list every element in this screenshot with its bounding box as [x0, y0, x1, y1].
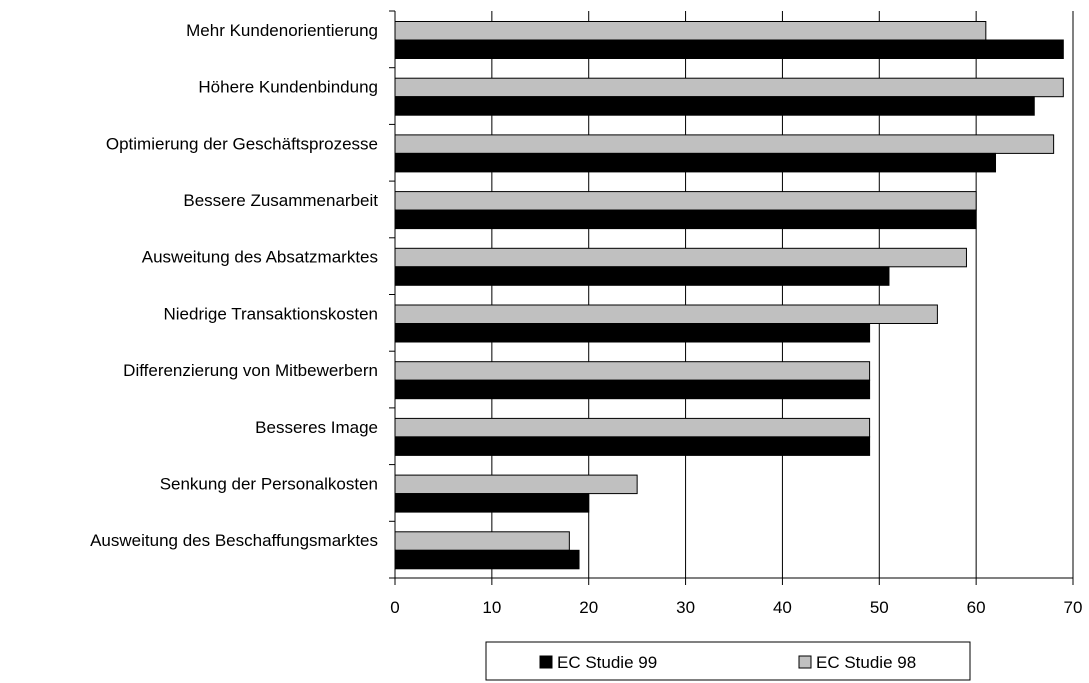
bar-ec-studie-98-optimierung-der-geschaftsprozesse — [394, 134, 1055, 154]
x-tick-labels: 0 10 20 30 40 50 60 70 — [390, 598, 1082, 617]
bar-ec-studie-98-ausweitung-des-absatzmarktes — [394, 247, 967, 268]
x-tick-label-40: 40 — [773, 598, 792, 617]
category-label-optimierung-der-geschaftsprozesse: Optimierung der Geschäftsprozesse — [106, 134, 378, 153]
legend-label-ec-studie-98: EC Studie 98 — [816, 653, 916, 672]
bar-ec-studie-99-mehr-kundenorientierung — [394, 39, 1064, 59]
legend: EC Studie 99 EC Studie 98 — [485, 641, 971, 681]
bar-ec-studie-99-ausweitung-des-absatzmarktes — [394, 266, 890, 286]
legend-swatch-ec-studie-99 — [539, 655, 553, 669]
bar-ec-studie-99-bessere-zusammenarbeit — [394, 209, 977, 230]
category-label-besseres-image: Besseres Image — [255, 418, 378, 437]
category-label-niedrige-transaktionskosten: Niedrige Transaktionskosten — [163, 304, 378, 323]
legend-label-ec-studie-99: EC Studie 99 — [557, 653, 657, 672]
legend-box — [485, 641, 971, 681]
x-tick-label-20: 20 — [579, 598, 598, 617]
bars — [394, 21, 1064, 570]
category-label-differenzierung-von-mitbewerbern: Differenzierung von Mitbewerbern — [123, 361, 378, 380]
bar-ec-studie-99-besseres-image — [394, 436, 871, 456]
bar-ec-studie-98-besseres-image — [394, 417, 871, 438]
bar-ec-studie-98-ausweitung-des-beschaffungsmarktes — [394, 531, 570, 551]
bar-ec-studie-99-senkung-der-personalkosten — [394, 493, 590, 513]
bar-ec-studie-99-optimierung-der-geschaftsprozesse — [394, 152, 997, 173]
x-tick-label-10: 10 — [482, 598, 501, 617]
bar-ec-studie-98-hohere-kundenbindung — [394, 77, 1064, 98]
category-label-bessere-zusammenarbeit: Bessere Zusammenarbeit — [183, 191, 378, 210]
x-tick-label-0: 0 — [390, 598, 399, 617]
legend-swatch-ec-studie-98 — [798, 655, 812, 669]
bar-ec-studie-98-differenzierung-von-mitbewerbern — [394, 361, 871, 381]
bar-ec-studie-99-hohere-kundenbindung — [394, 96, 1035, 116]
category-label-hohere-kundenbindung: Höhere Kundenbindung — [198, 78, 378, 97]
bar-ec-studie-98-bessere-zusammenarbeit — [394, 191, 977, 211]
bar-ec-studie-98-niedrige-transaktionskosten — [394, 304, 938, 324]
category-labels: Mehr Kundenorientierung Höhere Kundenbind… — [90, 21, 378, 550]
bar-ec-studie-99-niedrige-transaktionskosten — [394, 323, 871, 343]
x-tick-label-70: 70 — [1064, 598, 1083, 617]
category-label-mehr-kundenorientierung: Mehr Kundenorientierung — [186, 21, 378, 40]
x-tick-label-50: 50 — [870, 598, 889, 617]
category-label-senkung-der-personalkosten: Senkung der Personalkosten — [160, 474, 378, 493]
x-tick-label-30: 30 — [676, 598, 695, 617]
bar-ec-studie-99-differenzierung-von-mitbewerbern — [394, 379, 871, 400]
bar-ec-studie-98-senkung-der-personalkosten — [394, 474, 638, 495]
bar-ec-studie-99-ausweitung-des-beschaffungsmarktes — [394, 549, 580, 570]
bar-ec-studie-98-mehr-kundenorientierung — [394, 21, 987, 41]
axes — [389, 10, 1074, 585]
x-tick-label-60: 60 — [967, 598, 986, 617]
category-label-ausweitung-des-absatzmarktes: Ausweitung des Absatzmarktes — [142, 248, 378, 267]
category-label-ausweitung-des-beschaffungsmarktes: Ausweitung des Beschaffungsmarktes — [90, 531, 378, 550]
